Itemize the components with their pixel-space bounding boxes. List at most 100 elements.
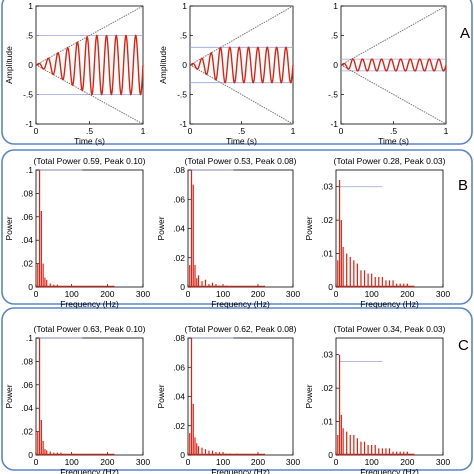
plot-A-1-ytick-label-2: 0 bbox=[28, 60, 33, 70]
plot-A-3-xtick-label-1: .5 bbox=[390, 126, 397, 136]
plot-B-1-ytick-label-1: .02 bbox=[21, 259, 33, 269]
plot-A-2-ytick-label-4: 1 bbox=[182, 1, 187, 11]
plot-C-3-ylabel: Power bbox=[304, 384, 314, 408]
plot-C-2-ytick-label-0: 0 bbox=[180, 450, 185, 460]
plot-B-2-ytick-label-0: 0 bbox=[180, 282, 185, 292]
plot-C-1-xtick-label-0: 0 bbox=[34, 457, 39, 467]
plot-C-1-ytick-label-1: .02 bbox=[21, 427, 33, 437]
plot-C-3-xtick-label-2: 200 bbox=[400, 457, 414, 467]
plot-B-3-ylabel: Power bbox=[304, 216, 314, 240]
plot-A-2-ylabel: Amplitude bbox=[158, 46, 168, 84]
plot-B-1-ytick-label-5: .1 bbox=[26, 165, 33, 175]
plot-B-1-title: (Total Power 0.59, Peak 0.10) bbox=[34, 156, 146, 166]
panel-frame-C bbox=[1, 307, 473, 471]
plot-C-1-xlabel: Frequency (Hz) bbox=[60, 467, 119, 474]
plot-C-3-title: (Total Power 0.34, Peak 0.03) bbox=[334, 324, 446, 334]
plot-C-2-xtick-label-3: 300 bbox=[286, 457, 300, 467]
plot-B-2-ytick-label-1: .02 bbox=[173, 253, 185, 263]
plot-A-1-xtick-label-2: 1 bbox=[141, 126, 146, 136]
plot-C-1-title: (Total Power 0.63, Peak 0.10) bbox=[34, 324, 146, 334]
plot-B-3-ytick-label-3: .03 bbox=[321, 182, 333, 192]
plot-B-2-xtick-label-0: 0 bbox=[186, 289, 191, 299]
plot-C-1-xtick-label-3: 300 bbox=[136, 457, 150, 467]
plot-A-3-envelope-2 bbox=[340, 64, 447, 125]
plot-C-3-ytick-label-3: .03 bbox=[321, 350, 333, 360]
plot-C-2-xtick-label-2: 200 bbox=[251, 457, 265, 467]
plot-B-1-xtick-label-2: 200 bbox=[100, 289, 114, 299]
plot-B-1-ytick-label-4: .08 bbox=[21, 188, 33, 198]
panel-frame-A bbox=[1, 0, 473, 145]
plot-C-2-ytick-label-2: .04 bbox=[173, 392, 185, 402]
plot-A-1-xtick-label-1: .5 bbox=[86, 126, 93, 136]
plot-B-1-xtick-label-3: 300 bbox=[136, 289, 150, 299]
plot-C-1-ytick-label-4: .08 bbox=[21, 356, 33, 366]
plot-A-3-xtick-label-2: 1 bbox=[444, 126, 449, 136]
plot-C-3-ytick-label-2: .02 bbox=[321, 383, 333, 393]
plot-A-3-signal-line bbox=[340, 58, 447, 72]
plot-C-1-ylabel: Power bbox=[4, 384, 14, 408]
plot-C-2-title: (Total Power 0.62, Peak 0.08) bbox=[185, 324, 297, 334]
plot-B-2-ytick-label-3: .06 bbox=[173, 194, 185, 204]
plot-C-2-xlabel: Frequency (Hz) bbox=[211, 467, 270, 474]
plot-A-2-xlabel: Time (s) bbox=[226, 136, 257, 146]
plot-B-1-ytick-label-0: 0 bbox=[28, 282, 33, 292]
plot-C-1-ytick-label-3: .06 bbox=[21, 380, 33, 390]
plot-A-1-xtick-label-0: 0 bbox=[34, 126, 39, 136]
panel-label-A: A bbox=[460, 25, 470, 42]
plot-B-3-xtick-label-0: 0 bbox=[334, 289, 339, 299]
plot-A-1-ytick-label-3: .5 bbox=[26, 31, 33, 41]
plot-B-3-ytick-label-0: 0 bbox=[328, 282, 333, 292]
plot-C-2-ytick-label-4: .08 bbox=[173, 333, 185, 343]
plot-A-3-ytick-label-2: 0 bbox=[333, 60, 338, 70]
plot-C-3-xtick-label-3: 300 bbox=[436, 457, 450, 467]
plot-A-3-xlabel: Time (s) bbox=[378, 136, 409, 146]
plot-C-2-xtick-label-0: 0 bbox=[186, 457, 191, 467]
plot-B-3-title: (Total Power 0.28, Peak 0.03) bbox=[334, 156, 446, 166]
plot-A-1-envelope-1 bbox=[35, 5, 144, 66]
plot-C-2-ytick-label-1: .02 bbox=[173, 421, 185, 431]
plot-B-1-ytick-label-3: .06 bbox=[21, 212, 33, 222]
plot-C-3-xlabel: Frequency (Hz) bbox=[360, 467, 419, 474]
panel-label-B: B bbox=[458, 177, 468, 194]
plot-B-1-axes-box bbox=[35, 169, 144, 288]
plot-C-2-ytick-label-3: .06 bbox=[173, 362, 185, 372]
plot-A-2-ytick-label-0: -1 bbox=[179, 119, 187, 129]
plot-B-3-ytick-label-2: .02 bbox=[321, 215, 333, 225]
plot-A-2-ytick-label-3: .5 bbox=[180, 31, 187, 41]
plot-C-1-axes-box bbox=[35, 337, 144, 456]
plot-A-3-xtick-label-0: 0 bbox=[339, 126, 344, 136]
plot-C-1-xtick-label-2: 200 bbox=[100, 457, 114, 467]
plot-A-3-ytick-label-0: -1 bbox=[330, 119, 338, 129]
plot-B-2-axes-box bbox=[187, 169, 294, 288]
plot-C-1-ytick-label-2: .04 bbox=[21, 403, 33, 413]
plot-B-2-ytick-label-2: .04 bbox=[173, 224, 185, 234]
plot-A-3-envelope-1 bbox=[340, 5, 447, 66]
plot-C-1-xtick-label-1: 100 bbox=[65, 457, 79, 467]
plot-B-1-xtick-label-0: 0 bbox=[34, 289, 39, 299]
panel-label-C: C bbox=[458, 337, 469, 354]
plot-B-3-ytick-label-1: .01 bbox=[321, 249, 333, 259]
plot-A-2-envelope-1 bbox=[189, 5, 294, 66]
plot-A-3-ytick-label-3: .5 bbox=[331, 31, 338, 41]
plot-B-1-ytick-label-2: .04 bbox=[21, 235, 33, 245]
plot-B-1-xtick-label-1: 100 bbox=[65, 289, 79, 299]
plot-A-1-ytick-label-4: 1 bbox=[28, 1, 33, 11]
plot-A-2-xtick-label-0: 0 bbox=[188, 126, 193, 136]
plot-A-2-xtick-label-2: 1 bbox=[291, 126, 296, 136]
plot-C-3-ytick-label-1: .01 bbox=[321, 417, 333, 427]
panel-frame-B bbox=[1, 149, 473, 305]
plot-A-3-ytick-label-4: 1 bbox=[333, 1, 338, 11]
plot-B-2-xtick-label-1: 100 bbox=[216, 289, 230, 299]
plot-B-2-xtick-label-2: 200 bbox=[251, 289, 265, 299]
plot-A-2-xtick-label-1: .5 bbox=[238, 126, 245, 136]
plot-B-2-xtick-label-3: 300 bbox=[286, 289, 300, 299]
plot-B-2-xlabel: Frequency (Hz) bbox=[211, 299, 270, 309]
plot-B-1-ylabel: Power bbox=[4, 216, 14, 240]
plot-A-2-ytick-label-2: 0 bbox=[182, 60, 187, 70]
plot-C-3-xtick-label-0: 0 bbox=[334, 457, 339, 467]
plot-A-2-ytick-label-1: -.5 bbox=[177, 90, 187, 100]
plot-C-1-ytick-label-0: 0 bbox=[28, 450, 33, 460]
plot-A-2-envelope-2 bbox=[189, 64, 294, 125]
plot-A-1-xlabel: Time (s) bbox=[74, 136, 105, 146]
